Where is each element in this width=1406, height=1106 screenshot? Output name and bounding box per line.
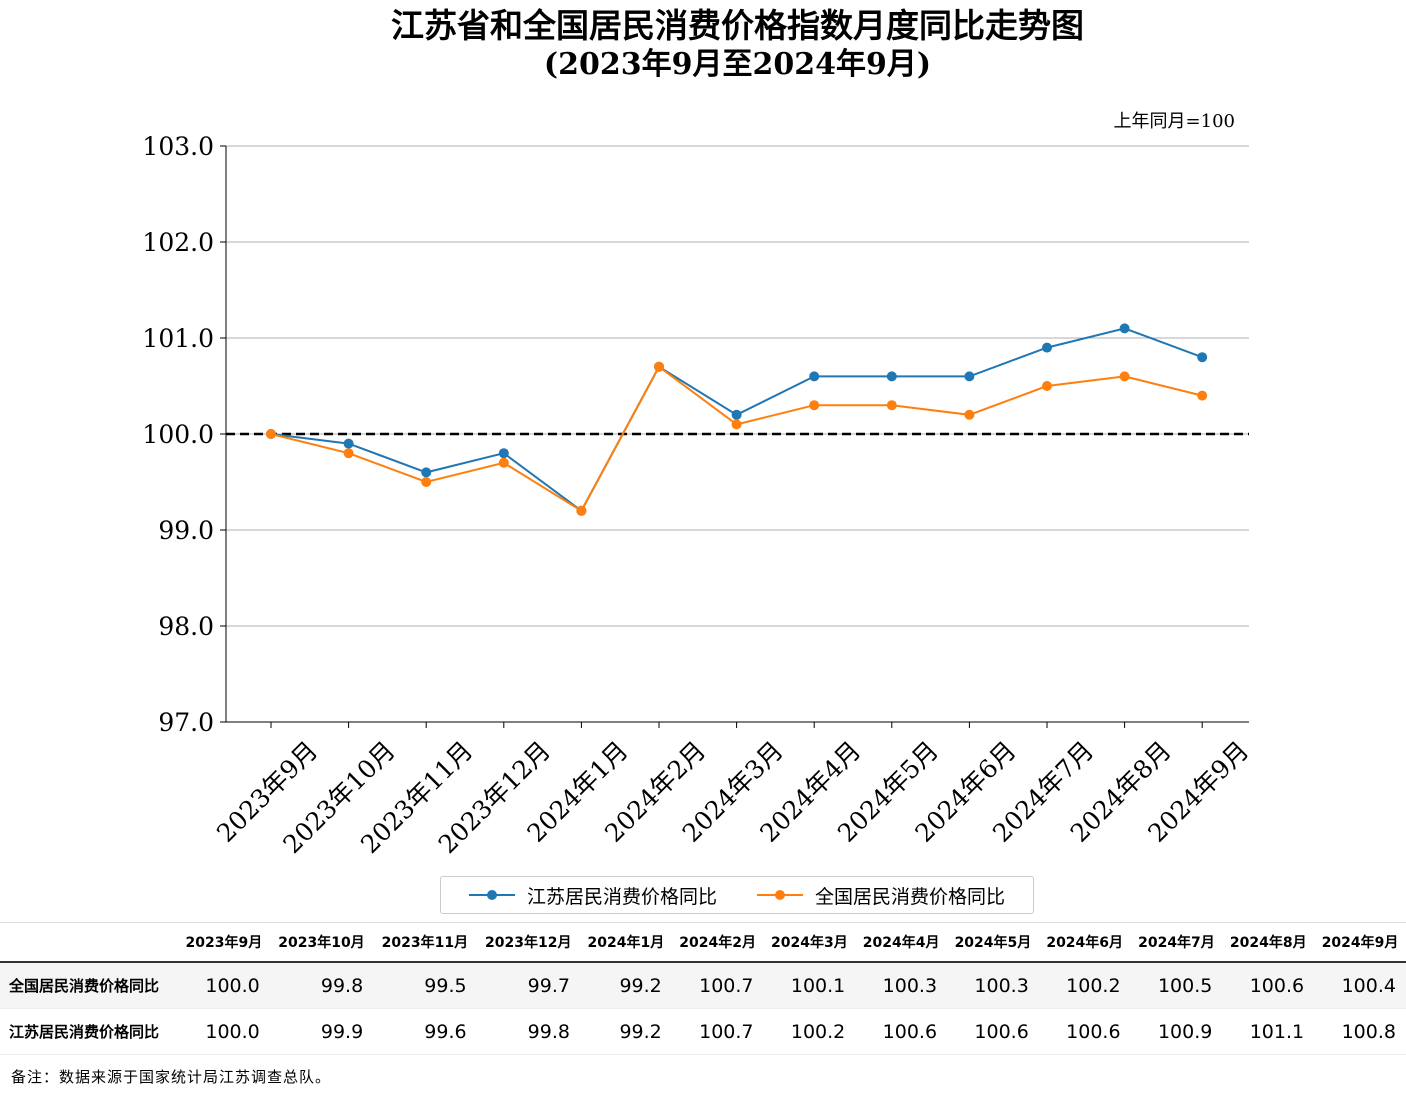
table-cell: 99.8 [527,1020,570,1043]
table-cell: 100.6 [1066,1020,1121,1043]
data-point [964,409,975,420]
data-point [421,467,432,478]
legend-label-jiangsu: 江苏居民消费价格同比 [526,885,717,908]
table-header-cell: 2024年3月 [771,935,848,951]
y-tick-label: 103.0 [142,132,214,161]
table-cell: 99.2 [619,974,662,997]
table-cell: 101.1 [1249,1020,1305,1043]
legend-swatch-jiangsu-icon [468,890,515,900]
table-cell: 100.3 [882,974,938,997]
data-point [1042,381,1052,391]
table-cell: 100.6 [1249,974,1305,997]
data-point [1197,352,1208,363]
table-header-cell: 2023年12月 [485,935,572,951]
data-point [809,371,820,382]
table-cell: 99.9 [320,1020,364,1043]
chart-title: 江苏省和全国居民消费价格指数月度同比走势图 [391,6,1084,45]
data-point [809,400,820,411]
data-point [576,505,587,516]
data-table: 2023年9月 2023年10月 2023年11月 2023年12月 2024年… [0,922,1406,1055]
table-cell: 100.5 [1157,974,1213,997]
table-cell: 100.1 [790,974,846,997]
legend-swatch-national-icon [757,890,803,900]
table-header-cell: 2023年11月 [381,935,469,951]
table-cell: 100.7 [699,1020,754,1043]
unit-note: 上年同月=100 [1113,111,1235,132]
y-tick-label: 102.0 [142,228,214,257]
table-header-cell: 2024年5月 [954,935,1032,951]
table-cell: 99.5 [424,974,467,997]
table-cell: 100.9 [1157,1020,1213,1043]
legend-item-national: 全国居民消费价格同比 [757,882,1005,909]
footnote: 备注：数据来源于国家统计局江苏调查总队。 [11,1068,332,1086]
data-point [266,429,276,439]
table-header-cell: 2024年8月 [1229,935,1307,951]
data-point [1197,390,1208,401]
table-header-row: 2023年9月 2023年10月 2023年11月 2023年12月 2024年… [0,922,1406,963]
data-point [498,448,509,459]
table-row: 江苏居民消费价格同比 100.0 99.9 99.6 99.8 99.2 100… [0,1009,1406,1055]
table-row-label: 全国居民消费价格同比 [9,977,160,995]
data-point [886,371,897,382]
table-cell: 100.6 [882,1020,938,1043]
table-cell: 100.8 [1341,1020,1396,1043]
table-cell: 99.2 [619,1020,662,1043]
table-header-corner [0,923,178,963]
table-cell: 99.7 [527,974,570,997]
table-cell: 100.7 [699,974,754,997]
y-tick-label: 101.0 [142,324,214,353]
y-tick-label: 98.0 [158,612,214,641]
table-header-cell: 2023年10月 [278,935,365,951]
table-cell: 100.6 [974,1020,1029,1043]
table-cell: 99.8 [320,974,364,997]
chart-subtitle: (2023年9月至2024年9月) [543,47,932,82]
table-cell: 100.2 [1066,974,1121,997]
line-chart: 97.098.099.0100.0101.0102.0103.02023年9月2… [142,132,1254,859]
table-header-cell: 2024年6月 [1046,935,1124,951]
table-cell: 100.0 [205,974,260,997]
data-point [1042,342,1052,353]
table-cell: 100.2 [790,1020,846,1043]
data-point [343,438,354,449]
data-point [1119,371,1130,382]
data-point [731,409,742,420]
title-block: 江苏省和全国居民消费价格指数月度同比走势图 (2023年9月至2024年9月) [0,6,1406,84]
data-point [886,400,897,411]
table-header-cell: 2024年7月 [1138,935,1215,951]
table-header-cell: 2024年2月 [679,935,756,951]
data-point [731,419,742,430]
series-line-1 [270,365,1203,513]
data-point [654,361,664,372]
data-point [343,448,354,459]
y-tick-label: 97.0 [158,708,214,737]
chart-legend: 江苏居民消费价格同比 全国居民消费价格同比 [440,876,1034,914]
table-header-cell: 2023年9月 [185,935,263,951]
table-header-cell: 2024年9月 [1321,935,1399,951]
table-cell: 100.0 [205,1020,260,1043]
table-cell: 100.3 [974,974,1029,997]
table-row-label: 江苏居民消费价格同比 [9,1023,160,1041]
table-header-cell: 2024年4月 [862,935,940,951]
table-cell: 99.6 [424,1020,467,1043]
y-tick-label: 99.0 [158,516,214,545]
legend-item-jiangsu: 江苏居民消费价格同比 [468,882,717,909]
data-point [1119,323,1130,334]
table-cell: 100.4 [1341,974,1396,997]
table-header-cell: 2024年1月 [587,935,665,951]
table-row: 全国居民消费价格同比 100.0 99.8 99.5 99.7 99.2 100… [0,962,1406,1009]
data-point [421,477,432,487]
legend-label-national: 全国居民消费价格同比 [815,885,1006,908]
data-point [964,371,975,382]
data-point [498,457,509,468]
y-tick-label: 100.0 [142,420,214,449]
